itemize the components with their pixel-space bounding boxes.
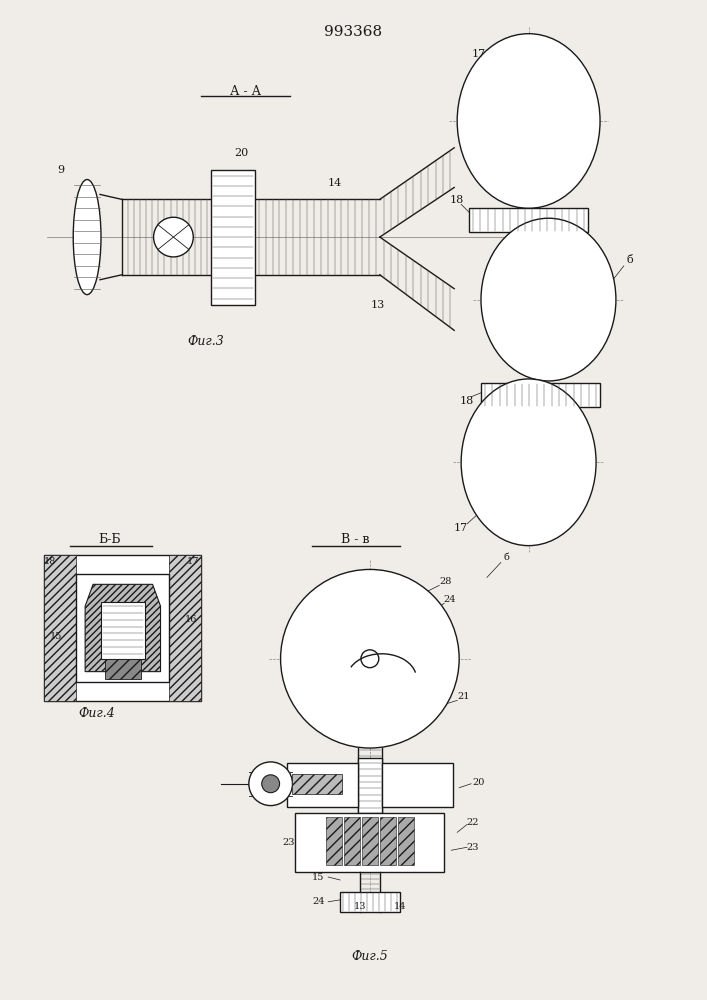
Ellipse shape — [74, 180, 101, 295]
Circle shape — [249, 762, 293, 806]
Bar — [362, 817, 378, 865]
Bar — [105, 659, 141, 679]
Text: 28: 28 — [439, 577, 452, 586]
Text: 20: 20 — [234, 148, 248, 158]
Text: 18: 18 — [460, 396, 474, 406]
Text: 13: 13 — [354, 902, 366, 911]
Text: Фиг.3: Фиг.3 — [188, 335, 225, 348]
Bar — [293, 774, 342, 794]
Text: 15: 15 — [50, 632, 62, 641]
Bar — [397, 817, 414, 865]
Text: б: б — [626, 255, 633, 265]
Bar — [296, 813, 444, 872]
Bar — [340, 892, 399, 912]
Text: 21: 21 — [457, 692, 469, 701]
Bar — [344, 817, 360, 865]
Text: Фиг.4: Фиг.4 — [78, 707, 115, 720]
Text: 13: 13 — [370, 300, 385, 310]
Text: А - А: А - А — [230, 85, 262, 98]
Text: 18: 18 — [450, 195, 464, 205]
Text: 18: 18 — [45, 557, 57, 566]
Circle shape — [361, 650, 379, 668]
Polygon shape — [101, 602, 145, 659]
Text: 24: 24 — [312, 897, 325, 906]
Circle shape — [281, 569, 459, 748]
Text: 16: 16 — [185, 615, 197, 624]
Text: 22: 22 — [467, 818, 479, 827]
Text: 993368: 993368 — [324, 25, 382, 39]
Text: Фиг.5: Фиг.5 — [351, 950, 388, 963]
Polygon shape — [85, 584, 160, 672]
Polygon shape — [76, 574, 170, 682]
Text: 14: 14 — [328, 178, 342, 188]
Bar — [286, 763, 358, 807]
Text: 24: 24 — [443, 595, 455, 604]
Text: Б-Б: Б-Б — [98, 533, 121, 546]
Bar — [45, 555, 201, 701]
Ellipse shape — [481, 218, 616, 381]
Bar — [481, 383, 600, 407]
Polygon shape — [45, 555, 76, 701]
Text: 23: 23 — [282, 838, 295, 847]
Bar — [469, 208, 588, 232]
Ellipse shape — [457, 34, 600, 208]
Text: 14: 14 — [393, 902, 406, 911]
Bar — [382, 763, 453, 807]
Text: б: б — [504, 553, 510, 562]
Bar — [380, 817, 396, 865]
Circle shape — [262, 775, 279, 793]
Bar — [358, 758, 382, 813]
Text: В - в: В - в — [341, 533, 369, 546]
Bar — [326, 817, 342, 865]
Circle shape — [153, 217, 193, 257]
Text: 20: 20 — [473, 778, 485, 787]
Bar — [211, 170, 255, 305]
Ellipse shape — [461, 379, 596, 546]
Text: 15: 15 — [312, 873, 325, 882]
Text: 17: 17 — [472, 49, 486, 59]
Text: 9: 9 — [57, 165, 64, 175]
Text: 23: 23 — [467, 843, 479, 852]
Text: 17: 17 — [187, 557, 199, 566]
Polygon shape — [170, 555, 201, 701]
Text: 17: 17 — [454, 523, 468, 533]
